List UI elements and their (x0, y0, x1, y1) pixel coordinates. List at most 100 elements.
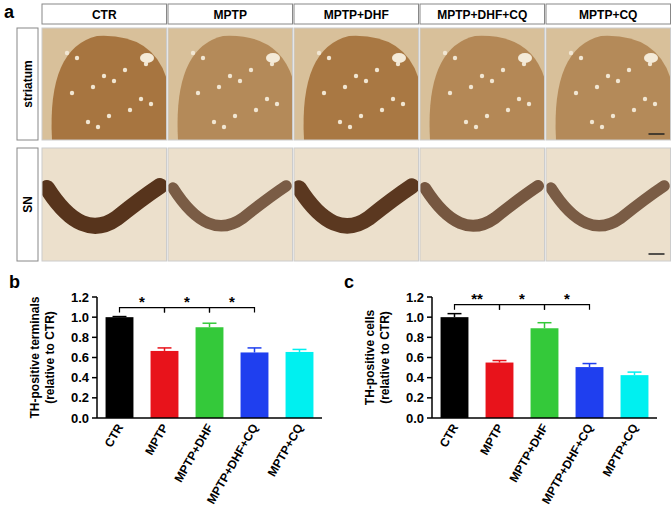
fiber-bundle (506, 108, 510, 112)
fiber-bundle (65, 51, 69, 55)
fiber-bundle (327, 56, 331, 60)
tissue-background (546, 148, 671, 261)
significance-label: * (564, 290, 570, 307)
micrograph-striatum (42, 28, 167, 140)
column-header: MPTP+CQ (579, 8, 637, 22)
fiber-bundle (348, 125, 352, 129)
fiber-bundle (139, 97, 143, 101)
fiber-bundle (75, 56, 79, 60)
fiber-bundle (632, 108, 636, 112)
panel-label: a (4, 2, 15, 22)
error-cap (583, 363, 597, 365)
column-header: MPTP (214, 8, 247, 22)
micrograph-frame (546, 28, 671, 140)
column-header-box (42, 4, 167, 24)
row-header-box (17, 28, 38, 140)
error-bar (158, 348, 172, 351)
column-header-box (294, 4, 419, 24)
micrograph-striatum (294, 28, 419, 140)
fiber-bundle (595, 85, 599, 89)
category-label: MPTP+DHF+CQ (204, 422, 261, 507)
fiber-bundle (364, 79, 368, 83)
micrograph-sn (420, 148, 545, 261)
axis-label: TH-positive cells (363, 310, 377, 406)
bar (441, 317, 469, 418)
sn-neurons (425, 186, 538, 226)
tick-label: 0.0 (406, 411, 424, 426)
fiber-bundle (643, 97, 647, 101)
significance-label: * (229, 293, 235, 310)
sn-neurons (47, 186, 160, 226)
plot-area (441, 314, 649, 418)
fiber-bundle (490, 79, 494, 83)
category-label: MPTP (142, 422, 171, 458)
fiber-bundle (574, 91, 578, 95)
ventricle (518, 53, 532, 63)
significance-label: ** (471, 290, 483, 307)
plot-area (106, 317, 314, 418)
fiber-bundle (485, 114, 489, 118)
scale-bar (649, 253, 665, 255)
fiber-bundle (474, 125, 478, 129)
error-cap (448, 313, 462, 315)
fiber-bundle (86, 120, 90, 124)
fiber-bundle (391, 97, 395, 101)
axis-label: (relative to CTR) (43, 311, 57, 404)
tick-label: 0.4 (71, 370, 90, 385)
axis-label: TH-positive terminals (28, 296, 42, 418)
fiber-bundle (238, 79, 242, 83)
column-header-box (168, 4, 293, 24)
micrograph-striatum (546, 28, 671, 140)
panel-label: c (344, 272, 354, 292)
tick-label: 1.0 (71, 310, 89, 325)
error-bar (113, 316, 127, 318)
row-header-box (17, 148, 38, 261)
micrograph-frame (168, 28, 293, 140)
tissue-background (168, 148, 293, 261)
scale-bar (649, 133, 665, 135)
ventricle (140, 53, 154, 63)
tissue-background (420, 28, 545, 140)
y-axis (96, 297, 98, 418)
axis-label: (relative to CTR) (378, 311, 392, 404)
fiber-bundle (233, 114, 237, 118)
fiber-bundle (606, 74, 610, 78)
error-bar (583, 364, 597, 368)
fiber-bundle (191, 51, 195, 55)
tissue-background (168, 28, 293, 140)
micrograph-frame (42, 148, 167, 261)
micrograph-frame (42, 28, 167, 140)
column-header: MPTP+DHF+CQ (437, 8, 527, 22)
error-cap (113, 316, 127, 318)
tick-label: 1.0 (406, 310, 424, 325)
ventricle (266, 53, 280, 63)
error-cap (628, 371, 642, 373)
fiber-bundle (275, 102, 279, 106)
bar (621, 375, 649, 418)
striatum-tissue (430, 36, 545, 140)
error-bar (248, 348, 262, 353)
fiber-bundle (480, 74, 484, 78)
error-bar (448, 314, 462, 318)
fiber-bundle (359, 114, 363, 118)
striatum-tissue (556, 36, 671, 140)
fiber-bundle (96, 125, 100, 129)
fiber-bundle (196, 91, 200, 95)
fiber-bundle (228, 74, 232, 78)
fiber-bundle (112, 79, 116, 83)
significance-label: * (184, 293, 190, 310)
row-header: SN (21, 196, 35, 213)
tick-label: 1.2 (71, 290, 89, 305)
bar (576, 367, 604, 418)
fiber-bundle (149, 102, 153, 106)
column-header-box (546, 4, 671, 24)
striatum-tissue (178, 36, 293, 140)
fiber-bundle (627, 68, 631, 72)
sn-neurons (173, 186, 286, 226)
tick-label: 0.4 (406, 370, 425, 385)
micrograph-frame (420, 148, 545, 261)
fiber-bundle (343, 85, 347, 89)
fiber-bundle (107, 114, 111, 118)
tick-label: 0.2 (71, 390, 89, 405)
sn-neurons (551, 186, 664, 226)
